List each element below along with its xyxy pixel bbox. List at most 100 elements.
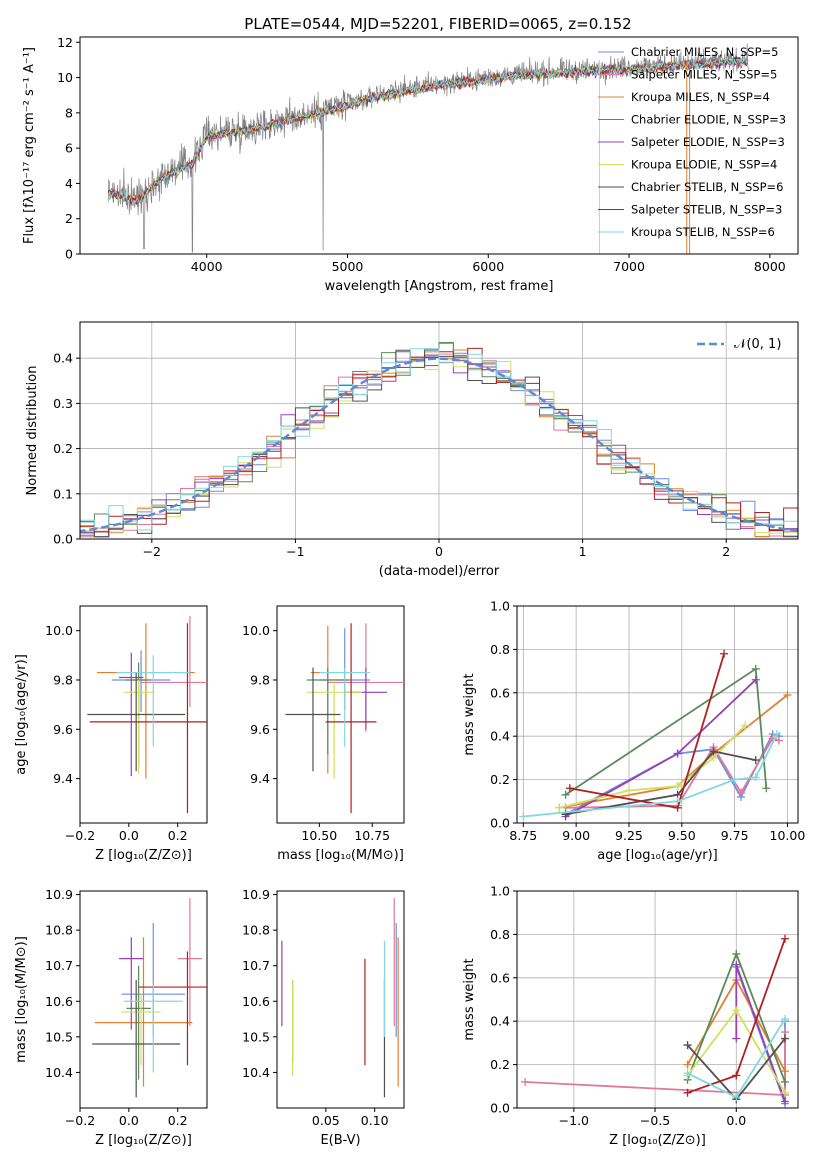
x-tick-label: 9.75 — [721, 828, 749, 843]
y-tick-label: 10.0 — [242, 623, 270, 638]
series-line-9 — [523, 733, 778, 818]
mass-ebv-panel: 0.05 0.10 10.4 10.5 10.6 10.7 10.8 10.9 E(B-V) — [242, 887, 405, 1148]
y-axis-label: age [log₁₀(age/yr)] — [14, 654, 29, 775]
x-tick-label: 8000 — [754, 259, 786, 274]
histogram-9 — [80, 348, 798, 538]
mass-z-frame — [79, 890, 208, 1109]
y-tick-label: 0.6 — [490, 685, 510, 700]
y-axis-label: Flux [fλ10⁻¹⁷ erg cm⁻² s⁻¹ A⁻¹] — [22, 47, 37, 244]
mw-z-series — [521, 934, 790, 1108]
x-tick-label: 5000 — [332, 259, 364, 274]
y-tick-label: 10.5 — [45, 1029, 73, 1044]
series-marker — [709, 747, 718, 756]
y-axis-label: Normed distribution — [25, 366, 40, 496]
series-marker — [683, 1069, 692, 1078]
x-tick-label: −1.0 — [559, 1113, 589, 1128]
series-marker — [781, 934, 790, 943]
y-tick-label: 0.0 — [53, 532, 73, 547]
histograms — [80, 342, 798, 538]
x-tick-label: −0.2 — [65, 828, 95, 843]
y-tick-label: 0.3 — [53, 396, 73, 411]
x-tick-label: 0.2 — [168, 828, 188, 843]
x-tick-label: −0.2 — [65, 1113, 95, 1128]
series-marker — [781, 1097, 790, 1106]
y-tick-label: 0.2 — [490, 1057, 510, 1072]
y-axis-label: mass [log₁₀(M/M⊙)] — [14, 936, 29, 1063]
series-marker — [783, 690, 792, 699]
y-tick-label: 10.5 — [242, 1029, 270, 1044]
figure-title: PLATE=0544, MJD=52201, FIBERID=0065, z=0… — [244, 15, 631, 33]
mass-ebv-frame — [276, 890, 405, 1109]
y-tick-label: 0.4 — [490, 729, 510, 744]
series-marker — [624, 786, 633, 795]
series-marker — [519, 812, 528, 821]
mw-age-frame — [516, 605, 799, 824]
series-marker — [781, 1067, 790, 1076]
series-marker — [774, 736, 783, 745]
y-tick-label: 10.7 — [45, 958, 73, 973]
mw-age-panel: 8.75 9.00 9.25 9.50 9.75 10.00 0.0 0.2 0.4 0.6 0.8… — [462, 599, 805, 864]
age-mass-panel: 10.50 10.75 9.4 9.6 9.8 10.0 mass [log₁₀(M/M⊙)… — [242, 605, 405, 863]
series-marker — [762, 784, 771, 793]
series-line-5 — [565, 679, 757, 818]
x-tick-label: 9.50 — [668, 828, 696, 843]
y-tick-label: 10.7 — [242, 958, 270, 973]
x-axis-label: (data-model)/error — [379, 564, 500, 579]
series-marker — [781, 1088, 790, 1097]
observed-spectrum — [107, 43, 749, 253]
x-tick-label: 4000 — [191, 259, 223, 274]
y-tick-label: 8 — [65, 105, 73, 120]
series-marker — [781, 1034, 790, 1043]
legend-label: Salpeter STELIB, N_SSP=3 — [631, 203, 782, 217]
y-tick-label: 0.2 — [490, 772, 510, 787]
x-tick-label: 0.0 — [119, 1113, 139, 1128]
y-tick-label: 2 — [65, 211, 73, 226]
x-tick-label: −1 — [286, 544, 304, 559]
series-marker — [732, 1034, 741, 1043]
x-axis-label: Z [log₁₀(Z/Z⊙)] — [95, 848, 192, 863]
series-line-3 — [559, 694, 788, 809]
legend-label: 𝒩(0, 1) — [734, 337, 781, 352]
x-axis-label: age [log₁₀(age/yr)] — [597, 848, 718, 863]
y-tick-label: 6 — [65, 141, 73, 156]
series-marker — [673, 797, 682, 806]
mw-z-panel: −1.0 −0.5 0.0 0.0 0.2 0.4 0.6 0.8 1.0 Z [log₁₀(Z/… — [462, 884, 799, 1148]
y-tick-label: 9.8 — [250, 672, 270, 687]
legend-label: Salpeter MILES, N_SSP=5 — [631, 68, 777, 82]
x-tick-label: 8.75 — [509, 828, 537, 843]
y-tick-label: 0.8 — [490, 927, 510, 942]
y-tick-label: 9.6 — [53, 722, 73, 737]
series-marker — [521, 1077, 530, 1086]
x-tick-label: −0.5 — [640, 1113, 670, 1128]
legend-label: Salpeter ELODIE, N_SSP=3 — [631, 135, 785, 149]
legend-label: Chabrier STELIB, N_SSP=6 — [631, 180, 783, 194]
x-tick-label: 9.00 — [562, 828, 590, 843]
series-marker — [683, 1041, 692, 1050]
y-tick-label: 0.8 — [490, 642, 510, 657]
x-tick-label: 10.75 — [354, 828, 390, 843]
x-tick-label: 0.0 — [726, 1113, 746, 1128]
mw-z-frame — [516, 890, 799, 1109]
series-marker — [736, 788, 745, 797]
series-marker — [732, 960, 741, 969]
y-tick-label: 0.6 — [490, 970, 510, 985]
spectrum-panel: 4000 5000 6000 7000 8000 0 2 4 6 8 10 12 wavelength … — [22, 35, 799, 294]
series-marker — [751, 756, 760, 765]
x-tick-label: 10.00 — [770, 828, 806, 843]
age-z-panel: −0.2 0.0 0.2 9.4 9.6 9.8 10.0 Z [log₁₀(Z/Z⊙)] ag… — [14, 605, 208, 863]
y-tick-label: 0 — [65, 247, 73, 262]
y-tick-label: 10.8 — [242, 923, 270, 938]
x-axis-label: Z [log₁₀(Z/Z⊙)] — [609, 1133, 706, 1148]
y-tick-label: 0.4 — [490, 1014, 510, 1029]
x-axis-label: mass [log₁₀(M/M⊙)] — [277, 848, 404, 863]
y-tick-label: 12 — [57, 35, 73, 50]
y-tick-label: 0.0 — [490, 1101, 510, 1116]
y-tick-label: 9.4 — [250, 771, 270, 786]
y-tick-label: 10.6 — [242, 994, 270, 1009]
series-marker — [673, 749, 682, 758]
x-tick-label: 0.2 — [168, 1113, 188, 1128]
spectrum-frame — [79, 36, 799, 255]
series-marker — [732, 1006, 741, 1015]
spectrum-legend: Chabrier MILES, N_SSP=5 Salpeter MILES, N… — [598, 45, 786, 239]
